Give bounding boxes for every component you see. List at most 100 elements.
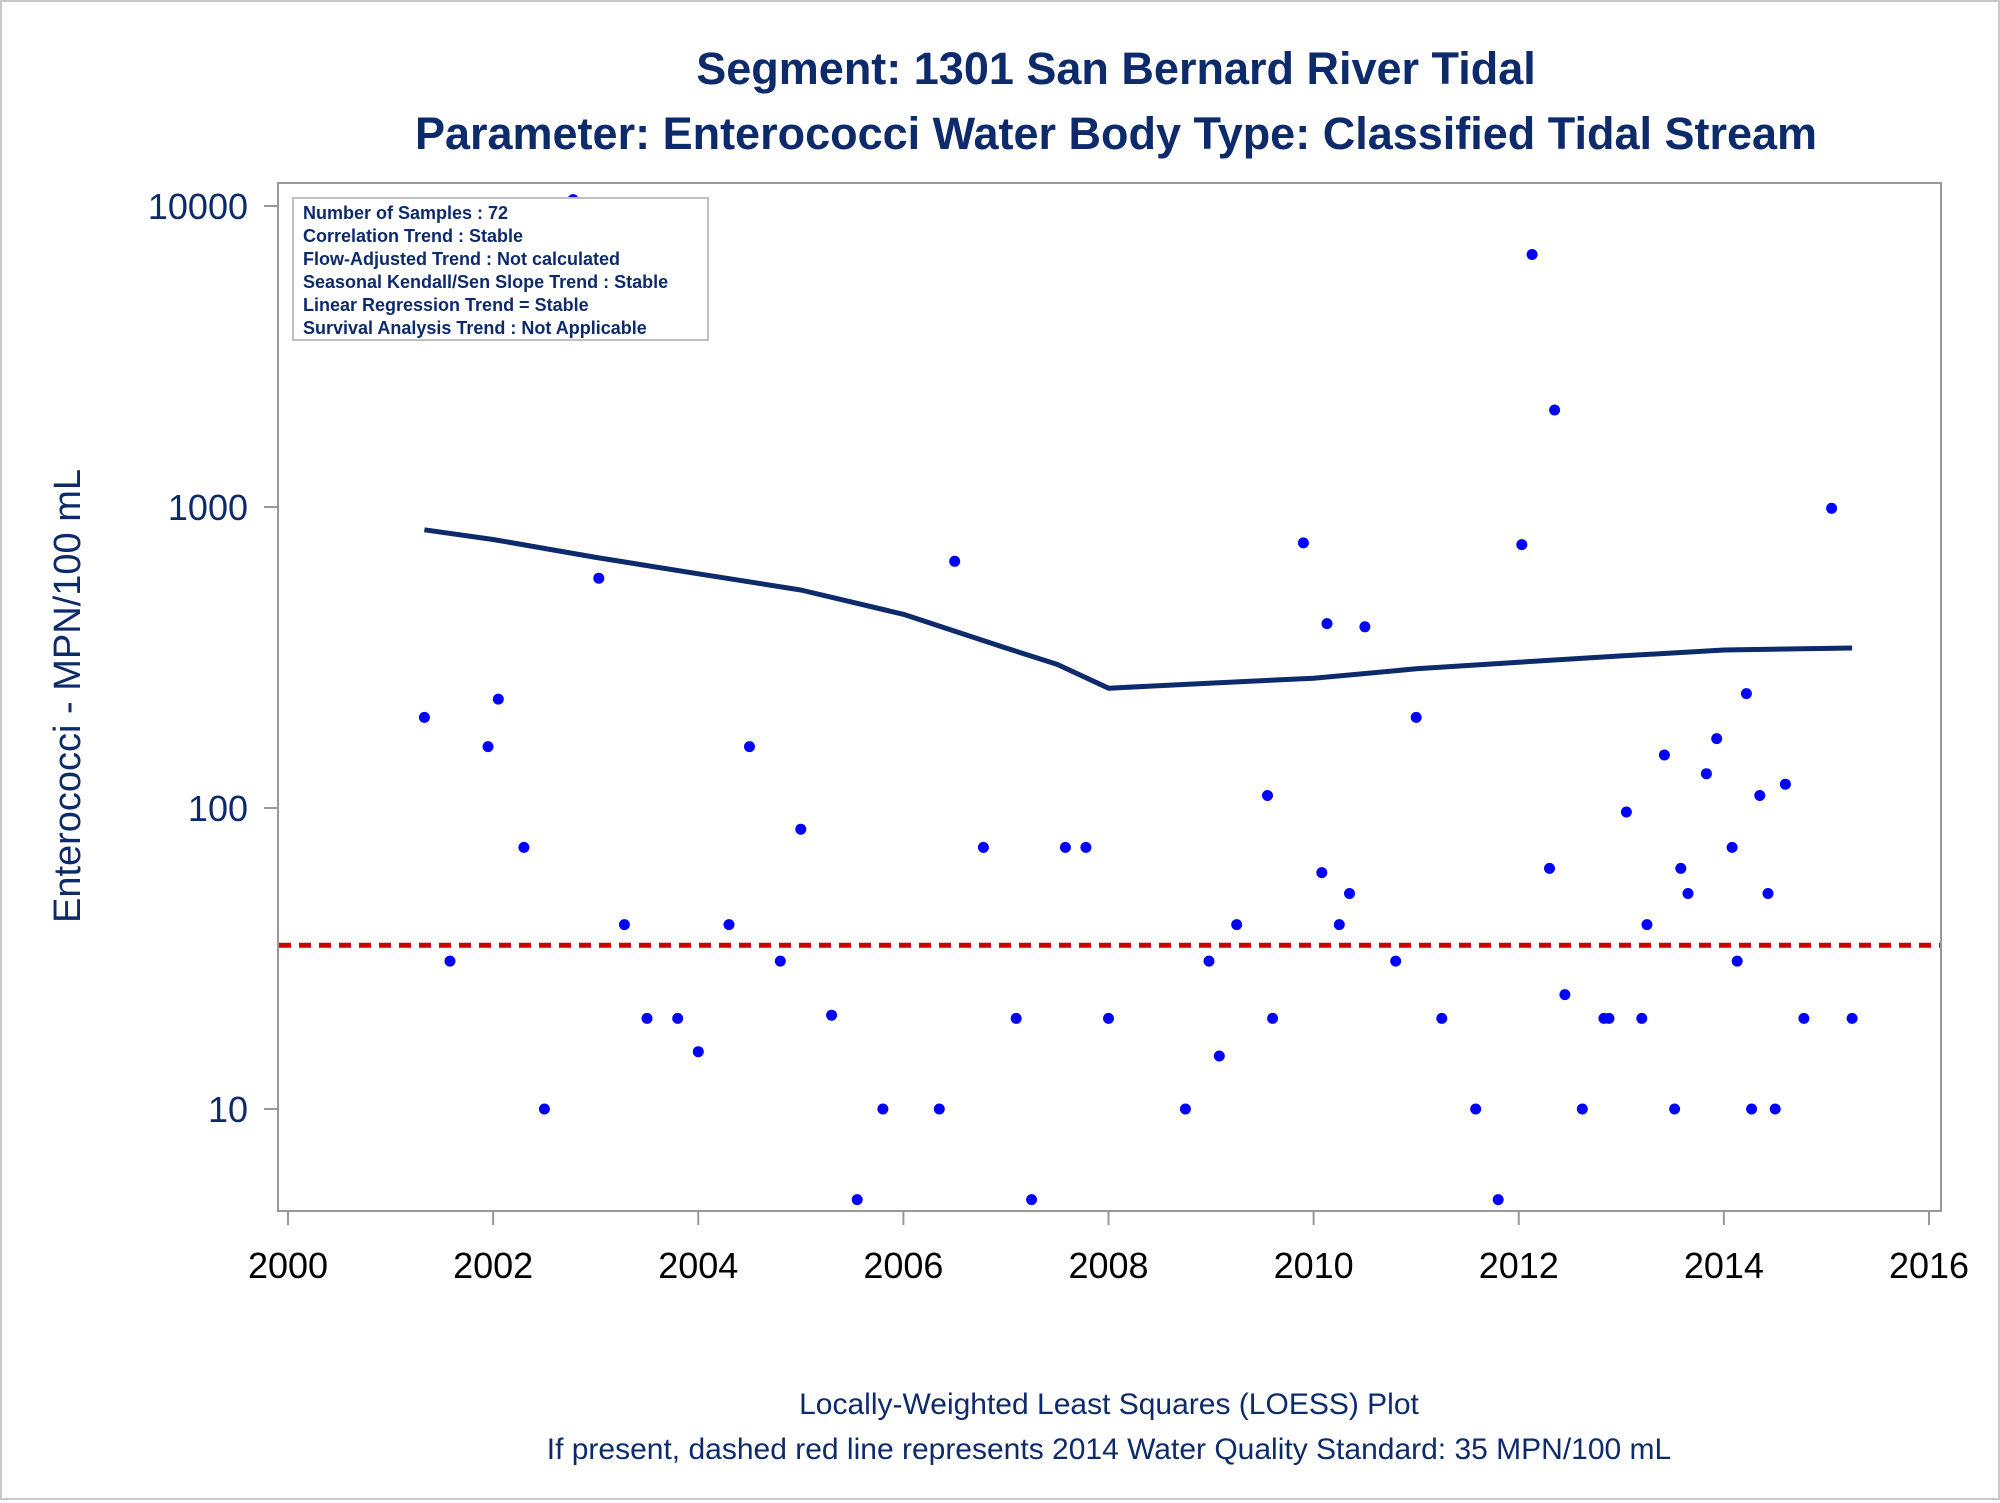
chart-title: Segment: 1301 San Bernard River Tidal [696, 43, 1536, 94]
loess-curve-group [424, 527, 1853, 691]
sample-point [1436, 1012, 1448, 1024]
info-line: Number of Samples : 72 [303, 203, 508, 223]
sample-point [1516, 539, 1528, 551]
sample-point [1711, 733, 1723, 745]
sample-point [1203, 955, 1215, 967]
sample-point [1754, 790, 1766, 801]
sample-point [1390, 955, 1402, 967]
x-tick-label: 2002 [453, 1245, 533, 1286]
footnote-loess: Locally-Weighted Least Squares (LOESS) P… [799, 1388, 1419, 1421]
sample-point [977, 841, 989, 853]
sample-point [795, 823, 807, 835]
x-tick-label: 2006 [863, 1245, 943, 1286]
sample-point [1636, 1012, 1648, 1024]
sample-point [418, 711, 430, 723]
sample-point [1262, 790, 1273, 801]
sample-point [1731, 955, 1743, 967]
x-tick-label: 2016 [1889, 1245, 1969, 1286]
info-line: Correlation Trend : Stable [303, 226, 523, 246]
sample-point [1769, 1103, 1781, 1115]
sample-point [826, 1009, 838, 1021]
sample-point [1333, 919, 1345, 931]
sample-point [1726, 841, 1738, 853]
sample-point [1559, 989, 1571, 1001]
sample-point [1798, 1012, 1810, 1024]
sample-point [1344, 888, 1355, 899]
sample-point [1231, 919, 1243, 931]
footnote-standard: If present, dashed red line represents 2… [547, 1433, 1672, 1466]
sample-point [1492, 1194, 1504, 1206]
sample-point [1682, 888, 1694, 899]
x-tick-label: 2012 [1479, 1245, 1559, 1286]
y-tick-label: 10 [208, 1089, 248, 1130]
sample-point [1576, 1103, 1588, 1115]
sample-point [618, 919, 630, 931]
y-tick-label: 1000 [168, 487, 248, 528]
sample-point [723, 919, 735, 931]
sample-point [1669, 1103, 1681, 1115]
sample-point [851, 1194, 863, 1206]
loess-line [424, 527, 1853, 691]
sample-point [1213, 1050, 1225, 1062]
sample-point [877, 1103, 889, 1115]
sample-point [518, 841, 530, 853]
info-box-border [292, 197, 709, 341]
sample-point [1675, 862, 1687, 874]
y-axis: 10 100 1000 10000 [148, 186, 278, 1130]
sample-point [492, 693, 504, 705]
sample-point [1746, 1103, 1758, 1115]
sample-point [672, 1012, 684, 1024]
sample-point [1359, 621, 1371, 633]
sample-point [1316, 867, 1328, 879]
sample-point [444, 955, 456, 967]
x-axis: 2000 2002 2004 2006 2008 2010 2012 2014 2016 [248, 1211, 1969, 1286]
sample-point [1779, 778, 1791, 790]
trend-info-box: Number of Samples : 72 Correlation Trend… [292, 197, 709, 341]
y-tick-label: 100 [188, 788, 248, 829]
sample-point [1179, 1103, 1191, 1115]
sample-point [1103, 1012, 1114, 1024]
y-axis-label: Enterococci - MPN/100 mL [47, 469, 89, 923]
sample-point [1026, 1194, 1038, 1206]
sample-point [744, 741, 755, 753]
info-line: Survival Analysis Trend : Not Applicable [303, 318, 647, 338]
sample-point [1267, 1012, 1279, 1024]
sample-point [1544, 862, 1555, 874]
sample-point [1010, 1012, 1022, 1024]
sample-point [1641, 919, 1653, 931]
x-tick-label: 2010 [1274, 1245, 1354, 1286]
sample-point [949, 555, 961, 567]
info-line: Seasonal Kendall/Sen Slope Trend : Stabl… [303, 272, 668, 292]
sample-point [1297, 537, 1309, 549]
sample-point [933, 1103, 945, 1115]
sample-point [641, 1012, 653, 1024]
sample-point [1059, 841, 1071, 853]
sample-point [1549, 404, 1561, 416]
sample-point [538, 1103, 550, 1115]
sample-points [418, 194, 1858, 1206]
sample-point [1762, 888, 1774, 899]
chart-subtitle: Parameter: Enterococci Water Body Type: … [415, 108, 1817, 159]
sample-point [774, 955, 786, 967]
info-line: Flow-Adjusted Trend : Not calculated [303, 249, 620, 269]
sample-point [1526, 249, 1538, 260]
sample-point [1700, 768, 1712, 780]
sample-point [1321, 618, 1333, 630]
sample-point [1470, 1103, 1482, 1115]
info-line: Linear Regression Trend = Stable [303, 295, 589, 315]
sample-point [1658, 749, 1670, 761]
sample-point [1740, 688, 1752, 700]
x-tick-label: 2008 [1068, 1245, 1148, 1286]
y-tick-label: 10000 [148, 186, 248, 227]
sample-point [1620, 806, 1632, 818]
sample-point [482, 741, 494, 753]
sample-point [1826, 502, 1838, 514]
x-tick-label: 2000 [248, 1245, 328, 1286]
x-tick-label: 2004 [658, 1245, 738, 1286]
x-tick-label: 2014 [1684, 1245, 1764, 1286]
sample-point [593, 572, 605, 584]
sample-point [1603, 1012, 1615, 1024]
sample-point [1410, 711, 1422, 723]
